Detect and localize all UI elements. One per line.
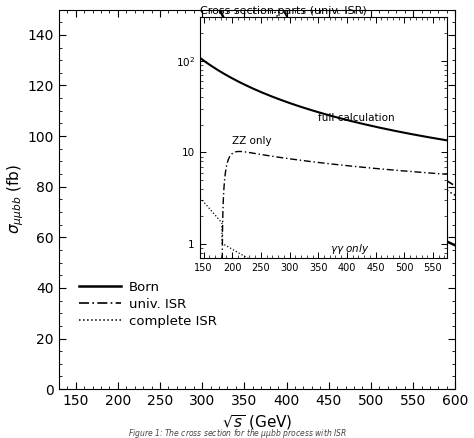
complete ISR — [441, 186, 447, 191]
complete ISR — [369, 132, 374, 137]
Born — [58, 7, 64, 12]
univ. ISR — [239, 7, 245, 12]
complete ISR — [452, 193, 458, 198]
Born — [441, 237, 447, 243]
X-axis label: $\sqrt{s}$ (GeV): $\sqrt{s}$ (GeV) — [222, 413, 292, 432]
Legend: Born, univ. ISR, complete ISR: Born, univ. ISR, complete ISR — [73, 276, 222, 333]
univ. ISR — [452, 184, 458, 189]
Born — [441, 237, 447, 243]
univ. ISR — [250, 7, 255, 12]
complete ISR — [250, 7, 255, 12]
univ. ISR — [79, 7, 84, 12]
univ. ISR — [58, 7, 64, 12]
complete ISR — [79, 7, 84, 12]
Line: univ. ISR: univ. ISR — [61, 10, 455, 186]
Born — [369, 196, 374, 201]
Line: complete ISR: complete ISR — [61, 10, 455, 195]
univ. ISR — [441, 176, 447, 181]
univ. ISR — [369, 120, 374, 125]
Line: Born: Born — [61, 10, 455, 245]
Born — [250, 69, 255, 74]
Born — [239, 52, 245, 57]
complete ISR — [58, 7, 64, 12]
complete ISR — [239, 7, 245, 12]
Text: Figure 1: The cross section for the $\mu\mu bb$ process with ISR: Figure 1: The cross section for the $\mu… — [128, 427, 346, 438]
complete ISR — [441, 186, 447, 191]
Born — [79, 7, 84, 12]
Y-axis label: $\sigma_{\mu\mu bb}$ (fb): $\sigma_{\mu\mu bb}$ (fb) — [6, 165, 26, 234]
Born — [452, 243, 458, 248]
univ. ISR — [441, 176, 447, 181]
